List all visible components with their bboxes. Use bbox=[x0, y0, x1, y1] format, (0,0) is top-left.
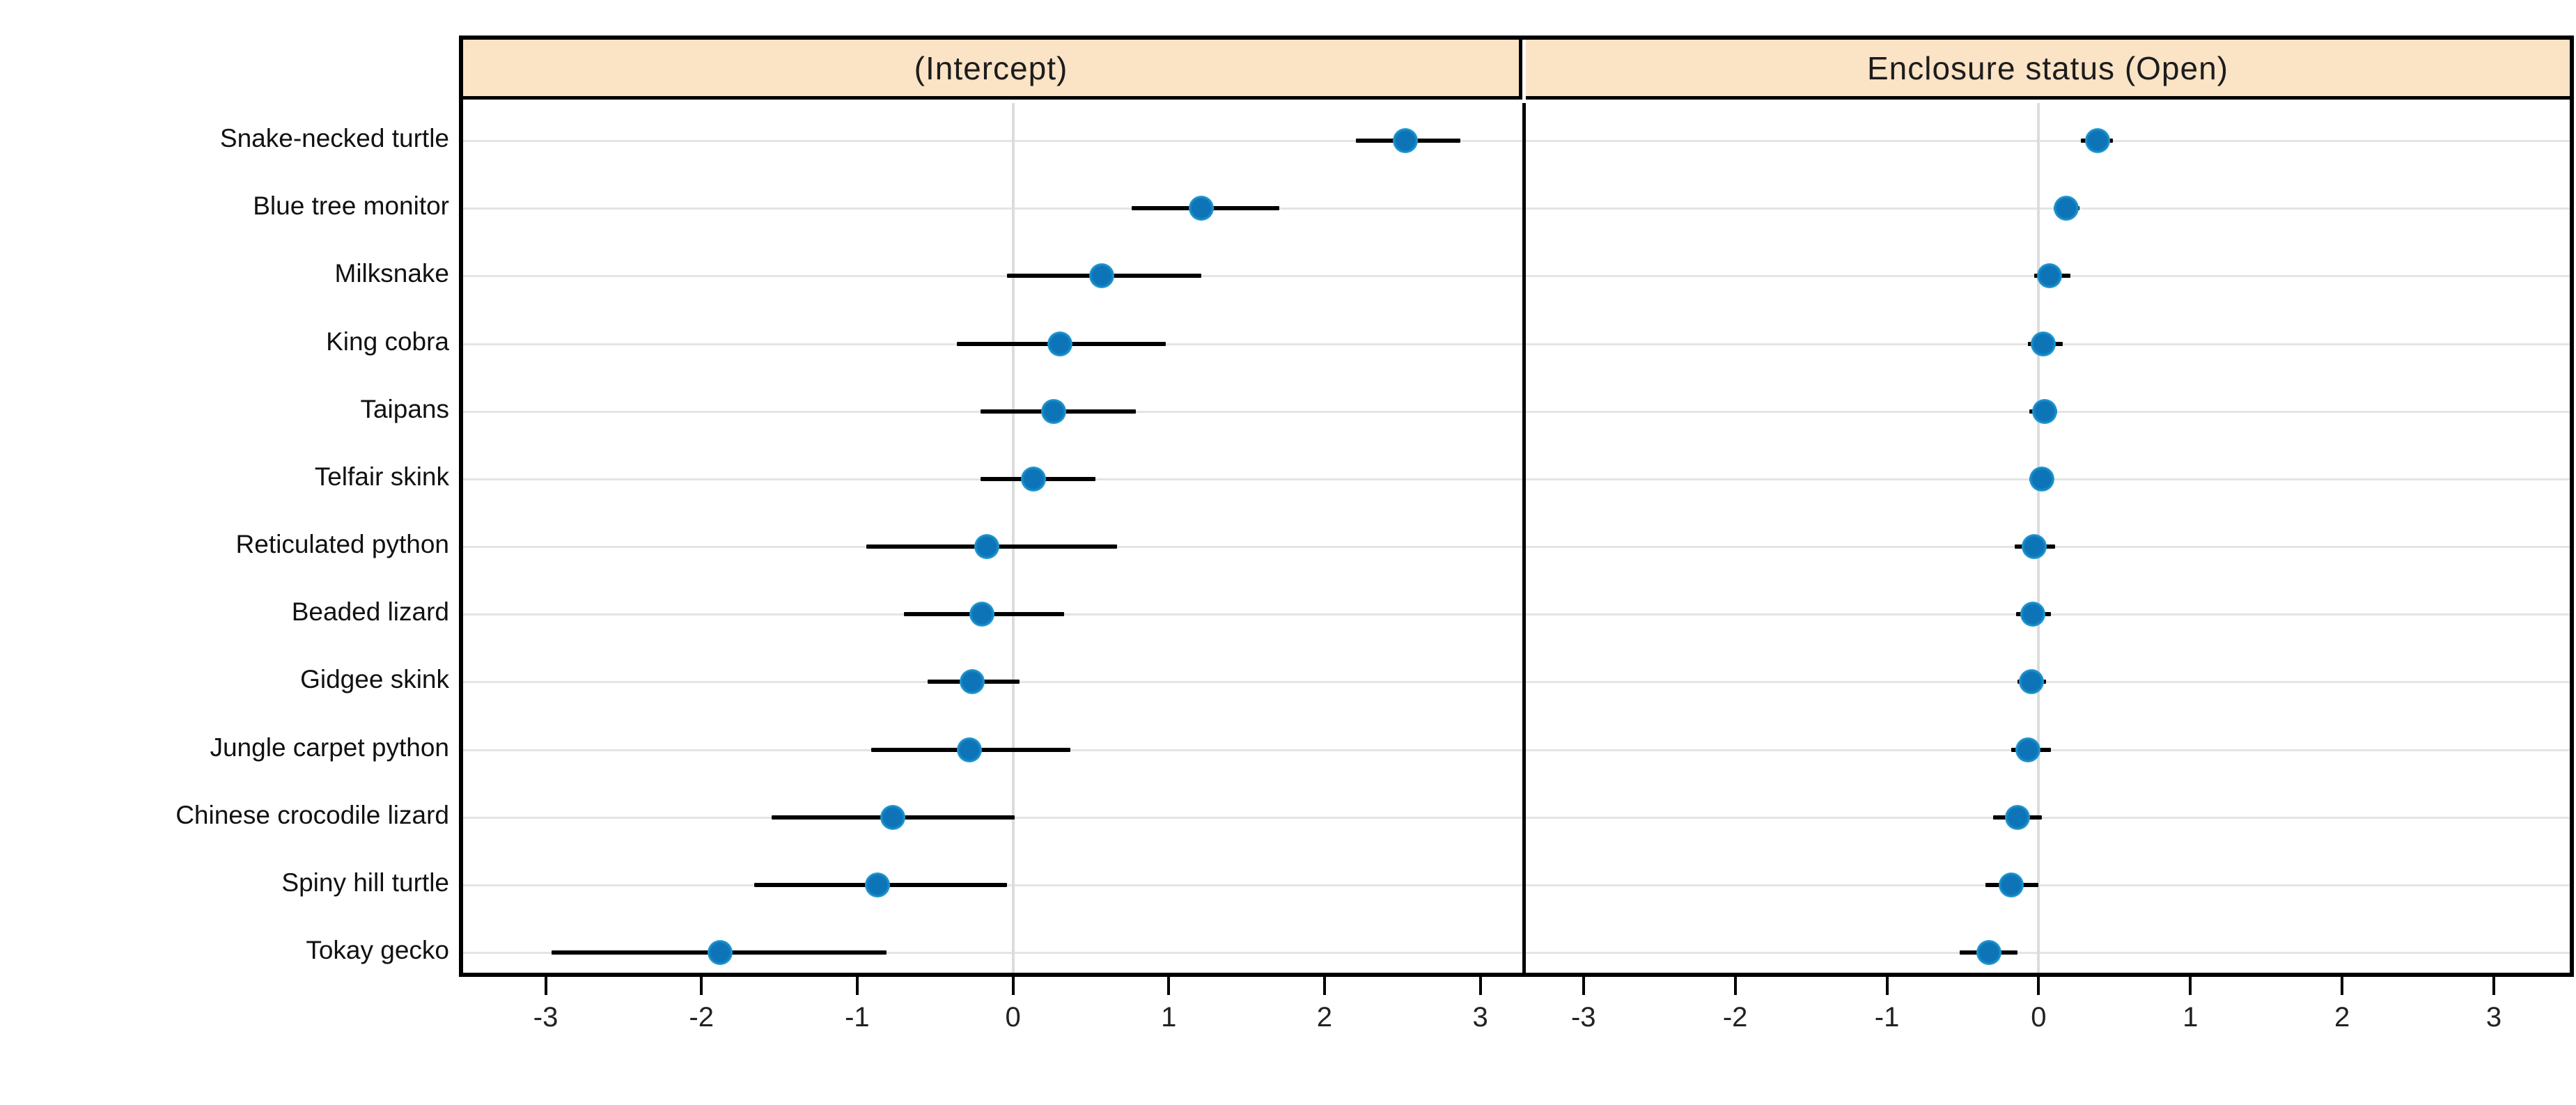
gridline bbox=[463, 275, 1522, 278]
x-tick bbox=[2492, 977, 2496, 995]
y-axis-label: Snake-necked turtle bbox=[219, 124, 449, 152]
x-tick bbox=[1885, 977, 1889, 995]
x-tick-label: 0 bbox=[2031, 1002, 2047, 1033]
estimate-dot bbox=[1040, 398, 1066, 424]
y-axis-label: Milksnake bbox=[334, 259, 450, 288]
panel-intercept-title: (Intercept) bbox=[914, 49, 1068, 86]
gridline bbox=[463, 207, 1522, 210]
estimate-dot bbox=[2015, 737, 2041, 762]
estimate-dot bbox=[2018, 669, 2044, 695]
panel-enclosure-title: Enclosure status (Open) bbox=[1866, 49, 2228, 86]
estimate-dot bbox=[2021, 534, 2047, 560]
gridline bbox=[463, 952, 1522, 955]
x-tick bbox=[544, 977, 547, 995]
estimate-dot bbox=[974, 534, 999, 560]
x-tick-label: 0 bbox=[1005, 1002, 1021, 1033]
x-tick bbox=[2189, 977, 2192, 995]
estimate-dot bbox=[2004, 804, 2030, 830]
gridline bbox=[1526, 681, 2570, 684]
x-tick bbox=[700, 977, 703, 995]
estimate-dot bbox=[2030, 331, 2056, 356]
y-axis-label: Reticulated python bbox=[235, 530, 449, 559]
x-tick-label: -1 bbox=[845, 1002, 870, 1033]
x-tick bbox=[2341, 977, 2344, 995]
x-tick-label: 2 bbox=[1316, 1002, 1333, 1033]
panel-intercept-xaxis: -3 -2 -1 0 1 2 3 bbox=[463, 977, 1522, 1067]
estimate-dot bbox=[1189, 196, 1215, 221]
x-tick-label: 2 bbox=[2334, 1002, 2350, 1033]
panel-enclosure-header: Enclosure status (Open) bbox=[1526, 40, 2570, 100]
panel-intercept-body bbox=[463, 103, 1526, 973]
estimate-dot bbox=[969, 602, 994, 627]
zero-gridline bbox=[1011, 103, 1015, 973]
x-tick-label: -2 bbox=[689, 1002, 714, 1033]
estimate-dot bbox=[1020, 466, 1046, 492]
estimate-dot bbox=[1393, 128, 1419, 153]
x-tick-label: -2 bbox=[1722, 1002, 1748, 1033]
gridline bbox=[1526, 140, 2570, 142]
plot-frame: (Intercept) Enclosure status (Open) bbox=[459, 36, 2574, 977]
x-tick bbox=[1582, 977, 1585, 995]
panel-intercept-header: (Intercept) bbox=[463, 40, 1522, 100]
y-axis-label: Telfair skink bbox=[314, 462, 449, 491]
x-tick-label: 3 bbox=[1472, 1002, 1488, 1033]
estimate-dot bbox=[1047, 331, 1072, 356]
estimate-dot bbox=[2029, 466, 2054, 492]
estimate-dot bbox=[864, 872, 890, 898]
estimate-dot bbox=[2020, 602, 2045, 627]
y-axis-label: Spiny hill turtle bbox=[281, 868, 449, 897]
x-tick-label: 3 bbox=[2485, 1002, 2502, 1033]
x-tick-label: 1 bbox=[1161, 1002, 1177, 1033]
x-tick-label: -1 bbox=[1874, 1002, 1900, 1033]
estimate-dot bbox=[2032, 398, 2058, 424]
gridline bbox=[1526, 207, 2570, 210]
gridline bbox=[1526, 816, 2570, 819]
x-tick-label: -3 bbox=[1570, 1002, 1596, 1033]
y-axis-label: Taipans bbox=[360, 394, 449, 423]
estimate-dot bbox=[2085, 128, 2111, 153]
y-axis-label: Gidgee skink bbox=[300, 665, 449, 694]
gridline bbox=[1526, 952, 2570, 955]
y-axis-label: Blue tree monitor bbox=[253, 191, 449, 221]
estimate-dot bbox=[960, 669, 985, 695]
estimate-dot bbox=[956, 737, 982, 762]
x-tick bbox=[1167, 977, 1171, 995]
estimate-dot bbox=[880, 804, 906, 830]
y-axis-labels: Snake-necked turtle Blue tree monitor Milk… bbox=[0, 103, 449, 973]
estimate-dot bbox=[708, 940, 733, 966]
y-axis-label: Beaded lizard bbox=[291, 597, 449, 627]
gridline bbox=[1526, 884, 2570, 886]
x-tick bbox=[1011, 977, 1015, 995]
panel-enclosure-xaxis: -3 -2 -1 0 1 2 3 bbox=[1526, 977, 2570, 1067]
x-tick bbox=[855, 977, 859, 995]
estimate-dot bbox=[1976, 940, 2001, 966]
panel-enclosure-body bbox=[1526, 103, 2570, 973]
estimate-dot bbox=[2036, 263, 2062, 289]
estimate-dot bbox=[1999, 872, 2024, 898]
x-tick bbox=[1322, 977, 1326, 995]
estimate-dot bbox=[1089, 263, 1115, 289]
x-tick bbox=[2037, 977, 2040, 995]
y-axis-label: Tokay gecko bbox=[306, 936, 449, 965]
x-tick-label: 1 bbox=[2183, 1002, 2199, 1033]
y-axis-label: Chinese crocodile lizard bbox=[175, 800, 449, 829]
x-tick-label: -3 bbox=[533, 1002, 559, 1033]
estimate-dot bbox=[2053, 196, 2079, 221]
y-axis-label: King cobra bbox=[326, 327, 449, 356]
gridline bbox=[463, 140, 1522, 142]
y-axis-label: Jungle carpet python bbox=[210, 732, 449, 762]
x-tick bbox=[1478, 977, 1482, 995]
x-tick bbox=[1733, 977, 1737, 995]
